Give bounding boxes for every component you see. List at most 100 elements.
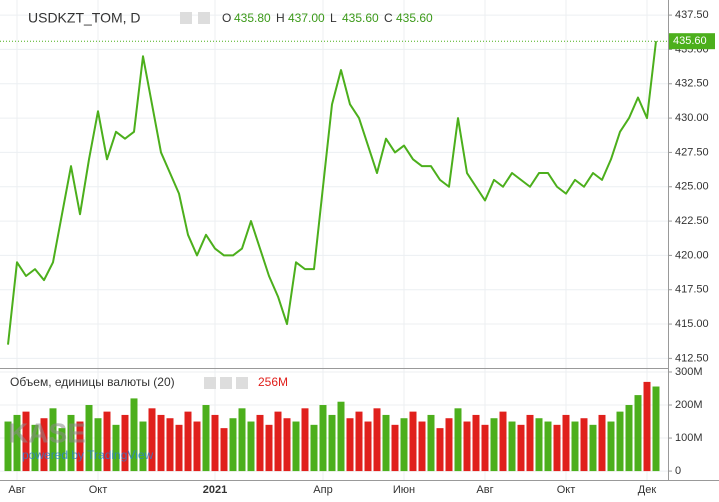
volume-bar [292, 421, 300, 472]
volume-bar [328, 414, 336, 472]
volume-bar [103, 411, 111, 472]
y-tick-label: 422.50 [675, 215, 709, 227]
volume-bar [40, 418, 48, 472]
ohlc-key: L [330, 11, 337, 25]
volume-bar [436, 428, 444, 472]
volume-bar [490, 418, 498, 472]
volume-bar [31, 424, 39, 472]
volume-bar [337, 401, 345, 472]
y-tick-label: 200M [675, 399, 703, 411]
icon[interactable] [204, 377, 216, 389]
volume-bar [499, 411, 507, 472]
grid [0, 0, 668, 480]
volume-bar [22, 411, 30, 472]
watermark: KASE [8, 417, 86, 448]
y-tick-label: 100M [675, 432, 703, 444]
volume-bar [256, 414, 264, 472]
volume-bar [76, 421, 84, 472]
volume-bar [301, 408, 309, 472]
y-tick-label: 417.50 [675, 284, 709, 296]
volume-bar [319, 405, 327, 472]
x-tick-label: Авг [8, 484, 25, 496]
ohlc-key: O [222, 11, 231, 25]
last-price-label: 435.60 [673, 35, 707, 47]
volume-bar [364, 421, 372, 472]
volume-title: Объем, единицы валюты (20) [10, 375, 175, 389]
volume-bar [382, 414, 390, 472]
credit: powered by TradingView [22, 448, 154, 462]
y-tick-label: 300M [675, 366, 703, 378]
volume-bar [580, 418, 588, 472]
volume-bar [238, 408, 246, 472]
volume-bar [508, 421, 516, 472]
volume-bar [625, 405, 633, 472]
volume-bar [58, 428, 66, 472]
x-tick-label: Авг [476, 484, 493, 496]
volume-bar [589, 424, 597, 472]
volume-bar [607, 421, 615, 472]
volume-bar [553, 424, 561, 472]
marks [0, 40, 668, 472]
volume-bar [634, 395, 642, 472]
volume-bar [148, 408, 156, 472]
x-tick-label: Окт [557, 484, 576, 496]
volume-bar [571, 421, 579, 472]
volume-bar [517, 424, 525, 472]
volume-bar [454, 408, 462, 472]
volume-bar [400, 418, 408, 472]
volume-bar [265, 424, 273, 472]
ohlc-key: C [384, 11, 393, 25]
volume-bar [193, 421, 201, 472]
y-tick-label: 430.00 [675, 112, 709, 124]
volume-bar [166, 418, 174, 472]
ohlc-value: 435.80 [234, 11, 271, 25]
volume-bar [463, 421, 471, 472]
volume-bar [598, 414, 606, 472]
volume-bar [427, 414, 435, 472]
volume-bar [229, 418, 237, 472]
icon[interactable] [220, 377, 232, 389]
volume-bar [130, 398, 138, 472]
volume-bar [409, 411, 417, 472]
y-tick-label: 412.50 [675, 352, 709, 364]
volume-bar [445, 418, 453, 472]
volume-bar [526, 414, 534, 472]
volume-bar [274, 411, 282, 472]
last-price-box [669, 33, 715, 50]
y-tick-label: 425.00 [675, 181, 709, 193]
volume-bar [220, 428, 228, 472]
volume-bar [85, 405, 93, 472]
volume-bar [175, 424, 183, 472]
volume-bar [643, 381, 651, 472]
y-tick-label: 437.50 [675, 9, 709, 21]
volume-bar [535, 418, 543, 472]
volume-bar [544, 421, 552, 472]
ohlc-value: 437.00 [288, 11, 325, 25]
volume-bar [355, 411, 363, 472]
icon[interactable] [198, 12, 210, 24]
volume-bar [157, 414, 165, 472]
x-tick-label: 2021 [203, 484, 227, 496]
volume-bar [247, 421, 255, 472]
volume-bar [211, 414, 219, 472]
chart-title: USDKZT_TOM, D [28, 10, 141, 26]
volume-bar [418, 421, 426, 472]
icon[interactable] [236, 377, 248, 389]
volume-bar [346, 418, 354, 472]
volume-bar [121, 414, 129, 472]
volume-bar [652, 386, 660, 472]
y-tick-label: 420.00 [675, 249, 709, 261]
volume-bar [4, 421, 12, 472]
volume-bar [481, 424, 489, 472]
price-line [7, 41, 657, 345]
x-tick-label: Июн [393, 484, 415, 496]
y-tick-label: 0 [675, 465, 681, 477]
icon[interactable] [180, 12, 192, 24]
y-tick-label: 432.50 [675, 78, 709, 90]
ohlc-value: 435.60 [342, 11, 379, 25]
volume-bar [67, 414, 75, 472]
y-tick-label: 427.50 [675, 146, 709, 158]
volume-bar [13, 414, 21, 472]
volume-bar [283, 418, 291, 472]
